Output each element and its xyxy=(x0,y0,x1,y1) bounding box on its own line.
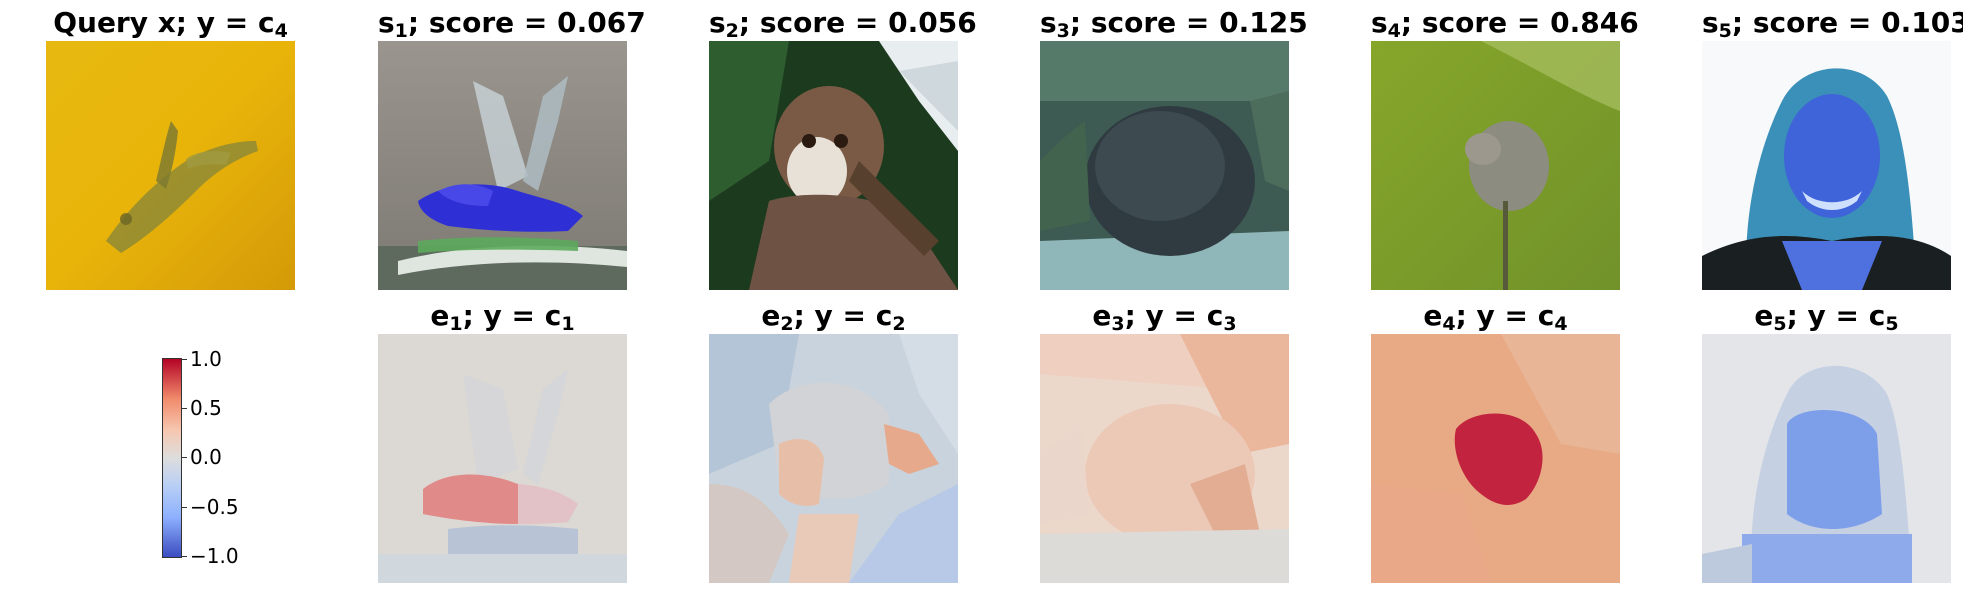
explanation-title-1: e1; y = c1 xyxy=(378,299,627,335)
colorbar xyxy=(162,358,182,558)
butterfly-image xyxy=(378,41,627,290)
colorbar-tick-label: 0.5 xyxy=(190,396,222,420)
title-sub: 1 xyxy=(394,20,408,42)
title-score: ; score = 0.103 xyxy=(1731,6,1963,39)
title-sub2: 5 xyxy=(1885,313,1899,335)
title-sym: e xyxy=(1423,299,1443,332)
explanation-title-3: e3; y = c3 xyxy=(1040,299,1289,335)
query-image xyxy=(46,41,295,290)
title-score: ; score = 0.125 xyxy=(1069,6,1308,39)
hedgehog-image xyxy=(1040,41,1289,290)
similar-title-1: s1; score = 0.067 xyxy=(378,6,646,42)
query-title: Query x; y = c4 xyxy=(46,6,295,42)
title-sub2: 3 xyxy=(1223,313,1237,335)
title-sym: e xyxy=(1754,299,1774,332)
colorbar-tick xyxy=(181,359,187,360)
title-sym: e xyxy=(761,299,781,332)
title-sym: s xyxy=(1371,6,1388,39)
title-sub2: 4 xyxy=(1554,313,1568,335)
title-sym: s xyxy=(709,6,726,39)
title-sub: 4 xyxy=(1442,313,1456,335)
explanation-title-2: e2; y = c2 xyxy=(709,299,958,335)
explanation-title-5: e5; y = c5 xyxy=(1702,299,1951,335)
colorbar-tick xyxy=(181,556,187,557)
title-sub2: 2 xyxy=(892,313,906,335)
title-sub: 5 xyxy=(1773,313,1787,335)
explanation-heatmap-5 xyxy=(1702,334,1951,583)
title-sym: s xyxy=(378,6,395,39)
title-sub: 2 xyxy=(725,20,739,42)
monkey-image xyxy=(709,41,958,290)
similar-title-3: s3; score = 0.125 xyxy=(1040,6,1308,42)
explanation-heatmap-3 xyxy=(1040,334,1289,583)
title-sym: e xyxy=(430,299,450,332)
explanation-title-4: e4; y = c4 xyxy=(1371,299,1620,335)
colorbar-tick-label: 1.0 xyxy=(190,347,222,371)
explanation-heatmap-2 xyxy=(709,334,958,583)
similar-title-5: s5; score = 0.103 xyxy=(1702,6,1963,42)
title-sub2: 1 xyxy=(561,313,575,335)
colorbar-tick xyxy=(181,457,187,458)
explanation-heatmap-1 xyxy=(378,334,627,583)
explanation-heatmap-4 xyxy=(1371,334,1620,583)
colorbar-tick-label: −1.0 xyxy=(190,544,239,568)
title-sym: s xyxy=(1702,6,1719,39)
query-title-sub: 4 xyxy=(274,20,288,42)
similar-title-4: s4; score = 0.846 xyxy=(1371,6,1639,42)
colorbar-tick xyxy=(181,507,187,508)
similar-title-2: s2; score = 0.056 xyxy=(709,6,977,42)
colorbar-tick-label: −0.5 xyxy=(190,495,239,519)
title-mid: ; y = c xyxy=(793,299,893,332)
title-mid: ; y = c xyxy=(1455,299,1555,332)
woman-portrait-image xyxy=(1702,41,1951,290)
title-score: ; score = 0.056 xyxy=(738,6,977,39)
title-sym: e xyxy=(1092,299,1112,332)
title-mid: ; y = c xyxy=(1786,299,1886,332)
title-sub: 4 xyxy=(1387,20,1401,42)
query-title-text: Query x; y = c xyxy=(53,6,275,39)
title-sub: 2 xyxy=(780,313,794,335)
title-mid: ; y = c xyxy=(1124,299,1224,332)
title-sub: 3 xyxy=(1111,313,1125,335)
title-score: ; score = 0.846 xyxy=(1400,6,1639,39)
colorbar-tick-label: 0.0 xyxy=(190,445,222,469)
title-score: ; score = 0.067 xyxy=(407,6,646,39)
title-sym: s xyxy=(1040,6,1057,39)
title-sub: 3 xyxy=(1056,20,1070,42)
bird-on-grass-image xyxy=(1371,41,1620,290)
title-mid: ; y = c xyxy=(462,299,562,332)
title-sub: 5 xyxy=(1718,20,1732,42)
colorbar-tick xyxy=(181,408,187,409)
title-sub: 1 xyxy=(449,313,463,335)
